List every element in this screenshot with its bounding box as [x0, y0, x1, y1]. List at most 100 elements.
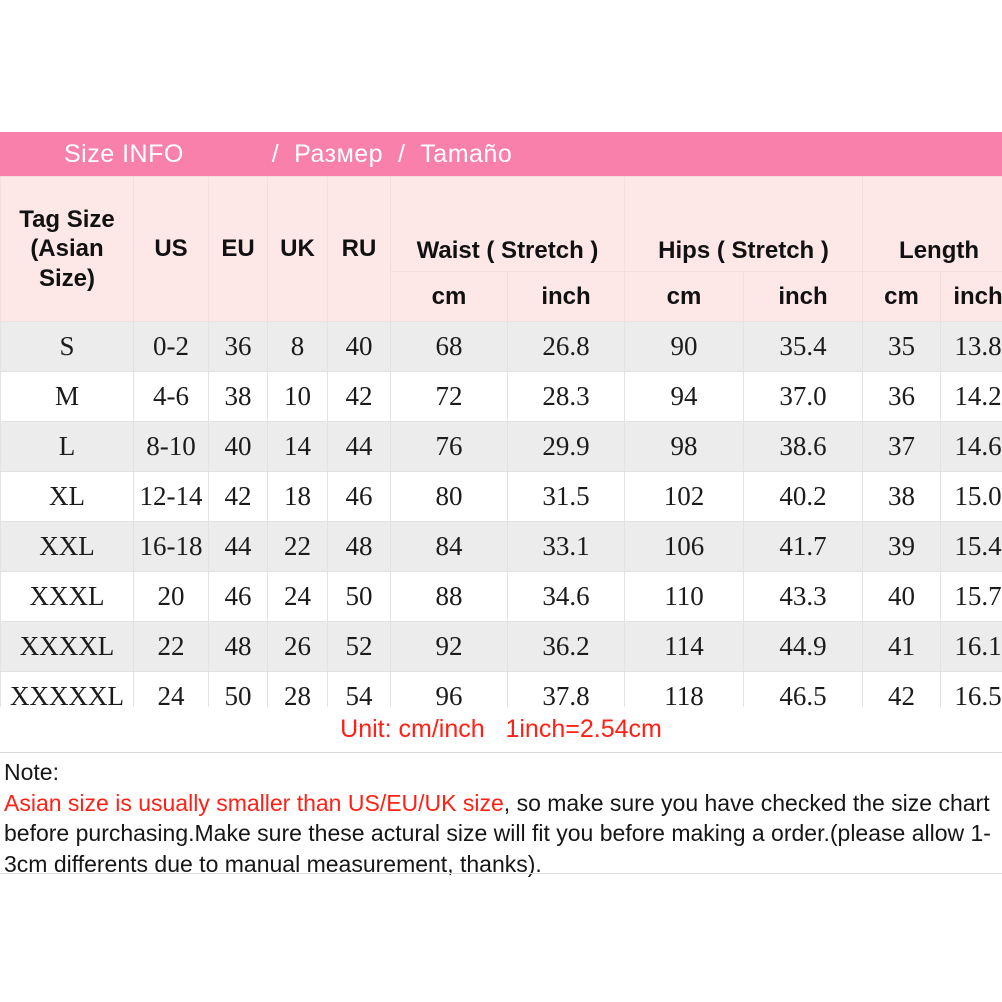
cell-waist-cm: 76 [390, 421, 508, 472]
cell-us: 16-18 [133, 521, 209, 572]
cell-tag: XXL [0, 521, 134, 572]
cell-length-inch: 14.2 [940, 371, 1002, 422]
cell-length-cm: 38 [862, 471, 942, 522]
cell-uk: 22 [267, 521, 328, 572]
note-body-text: , so make sure you have checked the size… [4, 789, 991, 878]
header-hips-inch: inch [743, 271, 864, 322]
table-row: XL 12-14 42 18 46 80 31.5 102 40.2 38 15.0 [0, 471, 1002, 522]
cell-length-cm: 37 [862, 421, 942, 472]
note-block: Note: Asian size is usually smaller than… [0, 753, 1002, 877]
cell-ru: 52 [327, 621, 391, 672]
table-row: XXXL 20 46 24 50 88 34.6 110 43.3 40 15.7 [0, 571, 1002, 622]
cell-us: 20 [133, 571, 209, 622]
size-chart-table: Tag Size (Asian Size) US EU UK RU Waist … [0, 176, 1002, 722]
cell-us: 4-6 [133, 371, 209, 422]
table-body: S 0-2 36 8 40 68 26.8 90 35.4 35 13.8 M 4-6 38 10 42 72 2… [0, 321, 1002, 722]
cell-length-cm: 40 [862, 571, 942, 622]
cell-hips-inch: 38.6 [743, 421, 864, 472]
header-hips-cm: cm [624, 271, 745, 322]
cell-hips-cm: 102 [624, 471, 745, 522]
cell-hips-inch: 40.2 [743, 471, 864, 522]
cell-length-inch: 16.1 [940, 621, 1002, 672]
header-length-cm: cm [862, 271, 942, 322]
header-us: US [133, 176, 209, 322]
cell-uk: 8 [267, 321, 328, 372]
cell-us: 8-10 [133, 421, 209, 472]
table-row: M 4-6 38 10 42 72 28.3 94 37.0 36 14.2 [0, 371, 1002, 422]
size-info-banner: Size INFO / Размер / Tamaño [0, 132, 1002, 176]
cell-hips-inch: 35.4 [743, 321, 864, 372]
cell-hips-inch: 41.7 [743, 521, 864, 572]
cell-length-inch: 15.0 [940, 471, 1002, 522]
cell-hips-cm: 114 [624, 621, 745, 672]
header-waist-inch: inch [506, 271, 626, 322]
cell-waist-cm: 68 [390, 321, 508, 372]
table-row: XXL 16-18 44 22 48 84 33.1 106 41.7 39 15.4 [0, 521, 1002, 572]
banner-title-english: Size INFO [64, 139, 184, 168]
unit-conversion-text: Unit: cm/inch 1inch=2.54cm [340, 715, 662, 743]
cell-tag: L [0, 421, 134, 472]
banner-title-translations: / Размер / Tamaño [271, 139, 513, 168]
header-length-inch: inch [940, 271, 1002, 322]
header-tag-size: Tag Size (Asian Size) [0, 176, 134, 322]
cell-hips-cm: 98 [624, 421, 745, 472]
cell-hips-inch: 44.9 [743, 621, 864, 672]
cell-waist-cm: 92 [390, 621, 508, 672]
cell-length-cm: 39 [862, 521, 942, 572]
cell-tag: XXXL [0, 571, 134, 622]
cell-length-inch: 15.7 [940, 571, 1002, 622]
header-ru: RU [327, 176, 391, 322]
cell-tag: S [0, 321, 134, 372]
cell-hips-inch: 43.3 [743, 571, 864, 622]
table-row: L 8-10 40 14 44 76 29.9 98 38.6 37 14.6 [0, 421, 1002, 472]
cell-hips-cm: 94 [624, 371, 745, 422]
note-title: Note: [4, 759, 59, 785]
cell-us: 12-14 [133, 471, 209, 522]
cell-hips-cm: 90 [624, 321, 745, 372]
cell-uk: 24 [267, 571, 328, 622]
header-row-groups: Tag Size (Asian Size) US EU UK RU Waist … [0, 176, 1002, 322]
cell-ru: 40 [327, 321, 391, 372]
cell-hips-cm: 106 [624, 521, 745, 572]
cell-waist-inch: 33.1 [506, 521, 626, 572]
header-waist-cm: cm [390, 271, 508, 322]
cell-ru: 44 [327, 421, 391, 472]
cell-ru: 42 [327, 371, 391, 422]
cell-uk: 18 [267, 471, 328, 522]
cell-waist-cm: 80 [390, 471, 508, 522]
cell-tag: XL [0, 471, 134, 522]
header-waist-group: Waist ( Stretch ) [389, 176, 626, 272]
cell-eu: 46 [208, 571, 268, 622]
cell-uk: 14 [267, 421, 328, 472]
cell-waist-cm: 84 [390, 521, 508, 572]
header-uk: UK [267, 176, 328, 322]
cell-uk: 26 [267, 621, 328, 672]
cell-ru: 48 [327, 521, 391, 572]
cell-waist-inch: 26.8 [506, 321, 626, 372]
cell-eu: 42 [208, 471, 268, 522]
cell-eu: 48 [208, 621, 268, 672]
cell-ru: 50 [327, 571, 391, 622]
cell-waist-inch: 34.6 [506, 571, 626, 622]
table-row: XXXXL 22 48 26 52 92 36.2 114 44.9 41 16.1 [0, 621, 1002, 672]
cell-hips-inch: 37.0 [743, 371, 864, 422]
cell-waist-inch: 28.3 [506, 371, 626, 422]
cell-waist-inch: 29.9 [506, 421, 626, 472]
cell-hips-cm: 110 [624, 571, 745, 622]
cell-us: 0-2 [133, 321, 209, 372]
cell-waist-cm: 72 [390, 371, 508, 422]
cell-length-cm: 35 [862, 321, 942, 372]
cell-uk: 10 [267, 371, 328, 422]
note-highlight: Asian size is usually smaller than US/EU… [4, 789, 504, 816]
cell-length-inch: 15.4 [940, 521, 1002, 572]
header-length-group: Length [862, 176, 1002, 272]
table-head: Tag Size (Asian Size) US EU UK RU Waist … [0, 176, 1002, 322]
cell-length-cm: 36 [862, 371, 942, 422]
cell-waist-inch: 31.5 [506, 471, 626, 522]
cell-waist-cm: 88 [390, 571, 508, 622]
header-hips-group: Hips ( Stretch ) [624, 176, 864, 272]
cell-ru: 46 [327, 471, 391, 522]
table-row: S 0-2 36 8 40 68 26.8 90 35.4 35 13.8 [0, 321, 1002, 372]
header-row-units: cm inch cm inch cm inch [1, 271, 1002, 322]
